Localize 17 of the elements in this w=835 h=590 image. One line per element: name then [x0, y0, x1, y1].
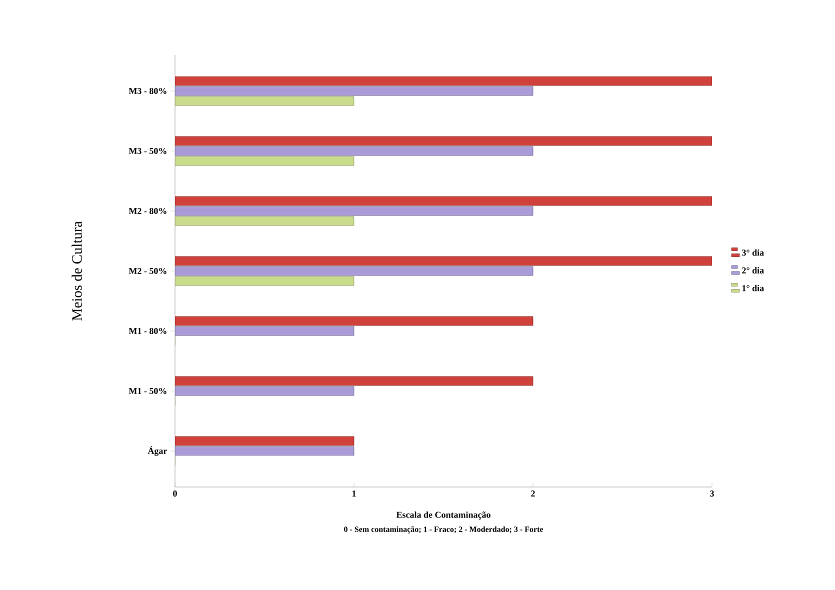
x-tick-label: 2	[531, 490, 535, 496]
y-tick-label: M2 - 80%	[128, 208, 166, 214]
x-tick-label: 1	[352, 490, 356, 496]
y-tick-label: M1 - 50%	[128, 388, 166, 394]
legend-label: 2° dia	[742, 267, 764, 274]
legend-label: 3° dia	[742, 249, 764, 256]
x-axis-title: Escala de Contaminação	[396, 511, 490, 520]
legend-label: 1° dia	[742, 284, 764, 292]
y-axis-title: Meios de Cultura	[72, 221, 82, 321]
y-tick-label: M2 - 50%	[128, 268, 166, 274]
x-tick-label: 3	[710, 490, 714, 497]
text: 0 - Sem contaminação; 1 - Fraco; 2 - Moderdado; 3 - Forte	[344, 526, 544, 534]
y-tick-label: Ágar	[148, 446, 167, 456]
x-tick-label: 0	[173, 490, 177, 497]
y-tick-label: M3 - 80%	[128, 88, 166, 94]
y-tick-label: M1 - 80%	[128, 328, 166, 334]
y-tick-label: M3 - 50%	[128, 148, 166, 154]
